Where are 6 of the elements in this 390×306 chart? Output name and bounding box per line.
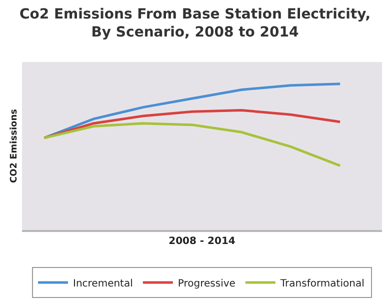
legend-label: Transformational [279, 278, 364, 290]
chart-title: Co2 Emissions From Base Station Electricity, By Scenario, 2008 to 2014 [19, 6, 371, 41]
x-axis-title: 2008 - 2014 [168, 236, 236, 247]
y-axis-title: CO2 Emissions [9, 108, 20, 184]
legend-label: Incremental [73, 278, 133, 290]
legend-label: Progressive [178, 278, 236, 290]
